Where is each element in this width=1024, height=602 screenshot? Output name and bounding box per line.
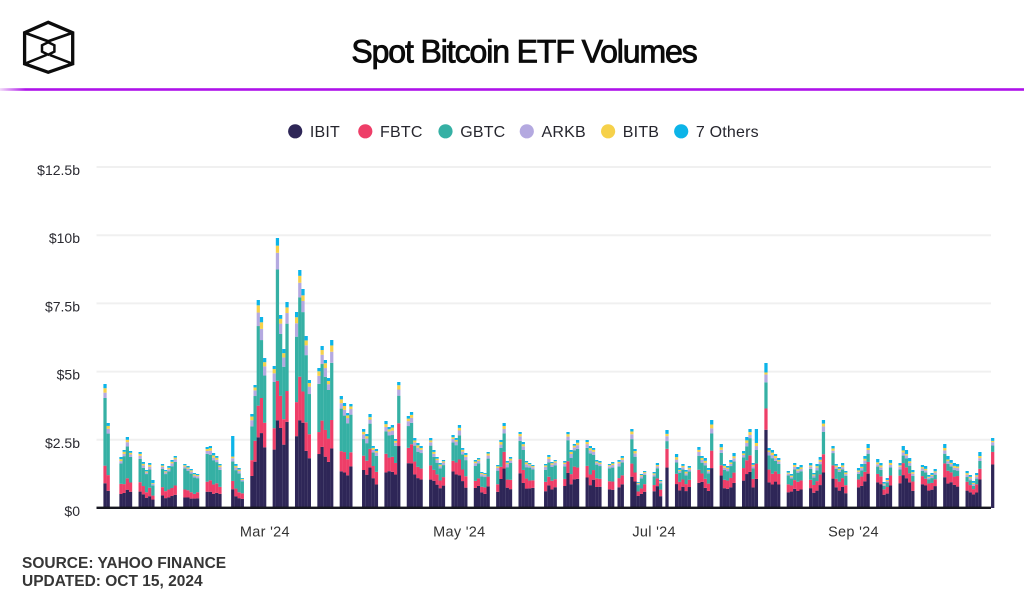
svg-text:UPDATED: OCT 15, 2024: UPDATED: OCT 15, 2024 xyxy=(22,573,203,590)
svg-text:7 Others: 7 Others xyxy=(696,124,759,141)
svg-text:GBTC: GBTC xyxy=(460,124,505,141)
svg-text:BITB: BITB xyxy=(623,124,659,141)
svg-text:Sep '24: Sep '24 xyxy=(828,524,879,540)
svg-text:$2.5b: $2.5b xyxy=(45,435,80,451)
svg-text:ARKB: ARKB xyxy=(542,124,586,141)
svg-text:FBTC: FBTC xyxy=(380,124,423,141)
svg-text:$0: $0 xyxy=(64,503,80,519)
svg-text:$10b: $10b xyxy=(49,230,80,246)
svg-text:SOURCE: YAHOO FINANCE: SOURCE: YAHOO FINANCE xyxy=(22,555,226,572)
svg-text:Mar '24: Mar '24 xyxy=(240,524,290,540)
svg-text:IBIT: IBIT xyxy=(310,124,340,141)
svg-text:Spot Bitcoin ETF Volumes: Spot Bitcoin ETF Volumes xyxy=(351,34,696,70)
svg-text:$12.5b: $12.5b xyxy=(37,162,80,178)
svg-text:$5b: $5b xyxy=(57,367,81,383)
svg-text:May '24: May '24 xyxy=(433,524,485,540)
svg-text:Jul '24: Jul '24 xyxy=(632,524,676,540)
svg-text:$7.5b: $7.5b xyxy=(45,298,80,314)
